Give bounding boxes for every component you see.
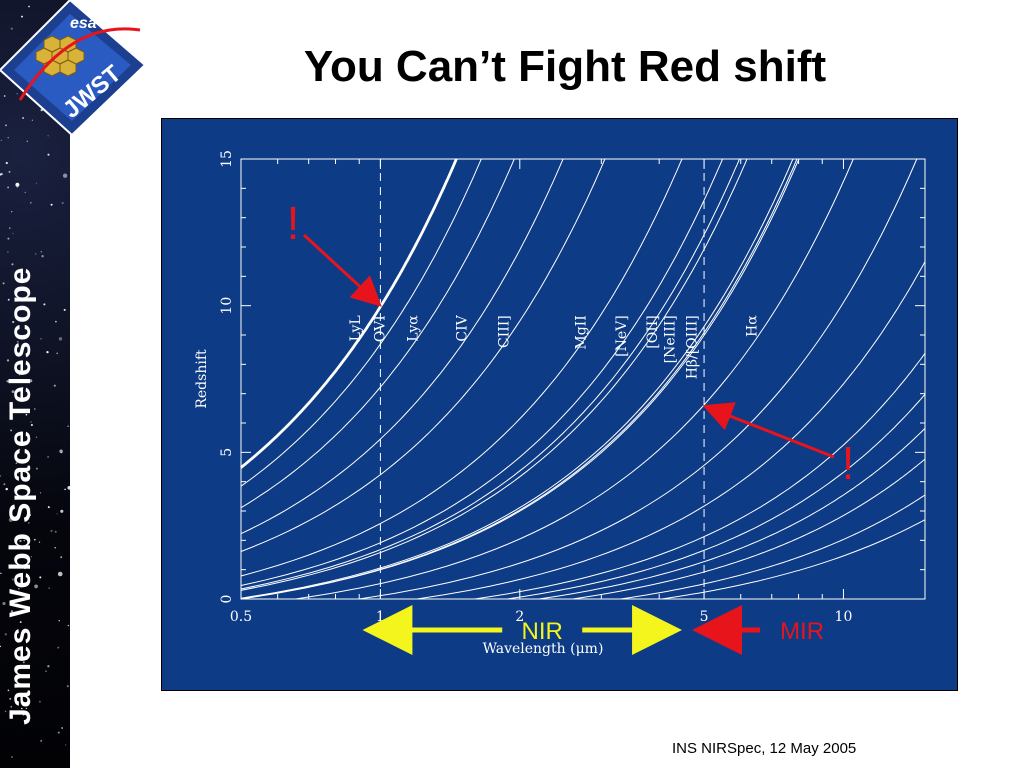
spectral-line-label: [OII]	[645, 315, 661, 348]
alert-mark: !	[287, 197, 300, 249]
spectral-line-label: CIV	[454, 314, 470, 341]
redshift-curve	[295, 158, 854, 600]
spectral-line-label: CIII]	[496, 315, 512, 348]
spectral-line-label: Hα	[745, 315, 761, 337]
x-tick-label: 2	[515, 609, 524, 625]
redshift-curve	[620, 494, 926, 600]
redshift-curve	[572, 458, 926, 600]
redshift-curve	[359, 158, 918, 600]
mirror-segments-icon	[35, 35, 85, 77]
x-axis-label: Wavelength (μm)	[483, 641, 604, 657]
redshift-curve	[240, 158, 482, 487]
sidebar-title: James Webb Space Telescope	[4, 266, 37, 725]
spectral-line-label: OVI	[373, 315, 389, 342]
nir-label: NIR	[522, 618, 563, 645]
y-axis-label: Redshift	[194, 349, 210, 409]
y-tick-label: 15	[219, 150, 235, 168]
redshift-curve	[417, 261, 926, 600]
redshift-curve	[240, 158, 798, 600]
redshift-curve	[241, 158, 800, 600]
jwst-logo: esa JWST	[0, 0, 145, 135]
redshift-curve	[507, 393, 926, 600]
redshift-curve	[661, 519, 926, 600]
redshift-curve	[240, 158, 724, 586]
alert-mark: !	[842, 437, 855, 489]
alert-arrow	[302, 233, 382, 307]
redshift-chart: 0.5 1 2 5 10 0 5 10 15 LyL OVI Lyα CIV CIII] MgII [NeV…	[194, 150, 926, 657]
alert-arrow	[702, 402, 835, 459]
redshift-curve	[474, 353, 926, 600]
spectral-line-label: MgII	[573, 315, 589, 349]
redshift-curve	[240, 158, 564, 535]
spectral-line-label: LyL	[348, 315, 364, 341]
x-tick-label: 5	[700, 609, 709, 625]
chart-panel: 0.5 1 2 5 10 0 5 10 15 LyL OVI Lyα CIV CIII] MgII [NeV…	[161, 118, 958, 691]
spectral-line-label: [NeV]	[614, 315, 630, 357]
y-tick-label: 10	[219, 297, 235, 315]
redshift-curve	[240, 158, 683, 577]
redshift-curve	[240, 158, 740, 590]
redshift-curve	[240, 158, 794, 599]
y-tick-label: 0	[219, 595, 235, 604]
redshift-curve	[240, 158, 515, 509]
redshift-curve	[538, 427, 926, 600]
mir-label: MIR	[780, 618, 824, 645]
redshift-curve	[240, 158, 458, 469]
esa-logo-text: esa	[70, 15, 97, 32]
x-tick-label: 0.5	[230, 609, 252, 625]
x-tick-label: 10	[835, 609, 853, 625]
plot-frame	[240, 158, 926, 600]
x-tick-label: 1	[376, 609, 385, 625]
spectral-line-label: Hβ/[OIII]	[684, 315, 700, 379]
redshift-curve	[240, 158, 606, 552]
footer-text: INS NIRSpec, 12 May 2005	[672, 740, 857, 757]
spectral-line-label: [NeIII]	[662, 315, 678, 363]
redshift-curve	[240, 158, 748, 591]
y-tick-label: 5	[219, 448, 235, 457]
spectral-line-label: Lyα	[406, 315, 422, 342]
slide-title: You Can’t Fight Red shift	[303, 42, 827, 91]
